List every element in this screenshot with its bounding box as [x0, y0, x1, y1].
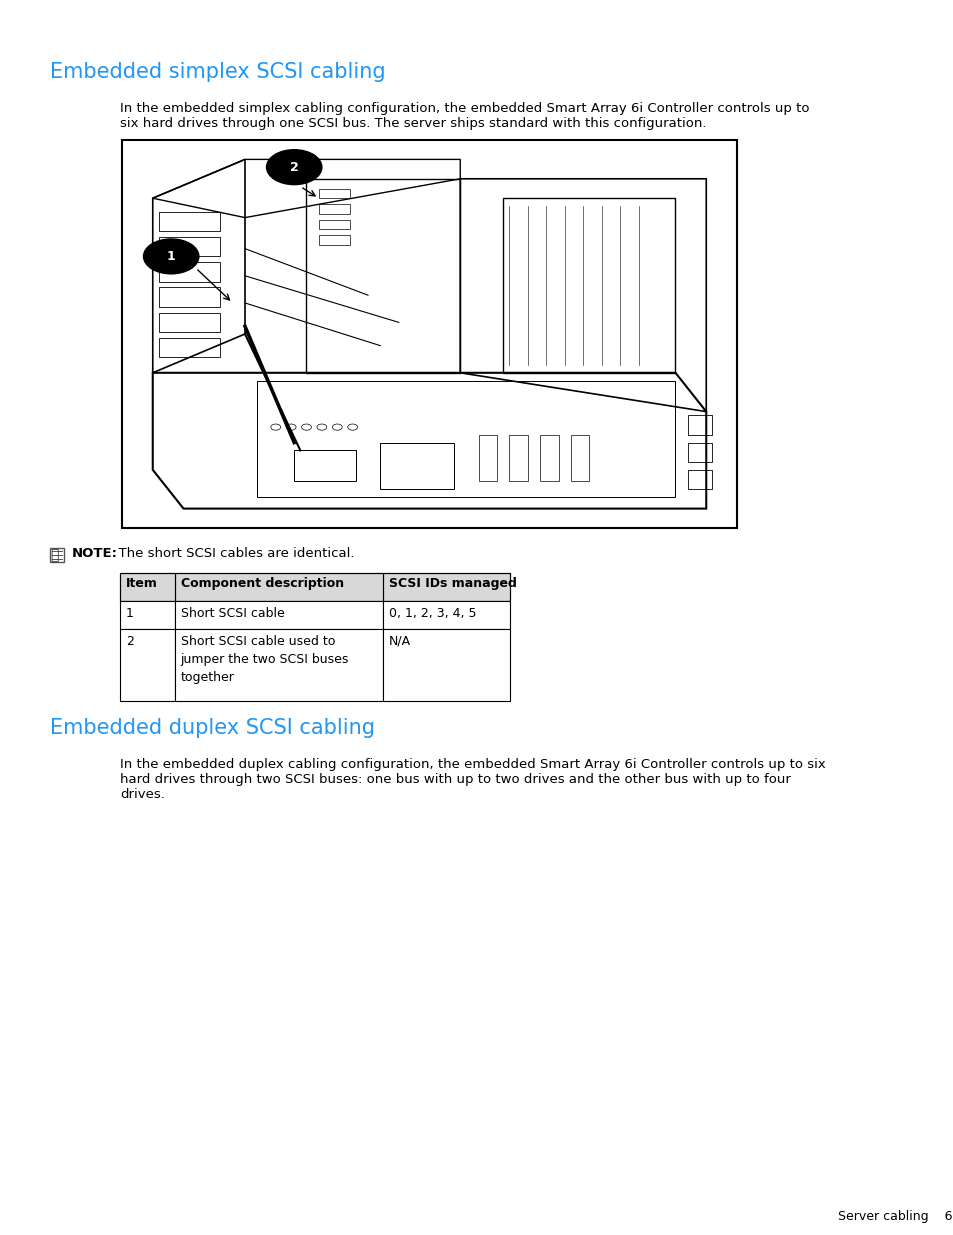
- Bar: [159, 262, 220, 282]
- Bar: [570, 435, 589, 482]
- Circle shape: [143, 238, 198, 274]
- Text: hard drives through two SCSI buses: one bus with up to two drives and the other : hard drives through two SCSI buses: one …: [120, 773, 790, 785]
- Bar: [318, 220, 349, 230]
- Text: 2: 2: [290, 161, 298, 174]
- Text: SCSI IDs managed: SCSI IDs managed: [388, 577, 516, 590]
- Bar: [257, 380, 675, 496]
- Text: Short SCSI cable used to
jumper the two SCSI buses
together: Short SCSI cable used to jumper the two …: [180, 635, 349, 684]
- Text: 2: 2: [126, 635, 133, 648]
- Text: 0, 1, 2, 3, 4, 5: 0, 1, 2, 3, 4, 5: [388, 606, 476, 620]
- Text: 1: 1: [167, 249, 175, 263]
- Bar: [174, 629, 382, 701]
- Bar: [687, 469, 712, 489]
- Bar: [159, 237, 220, 257]
- Bar: [318, 235, 349, 245]
- Text: Short SCSI cable: Short SCSI cable: [180, 606, 284, 620]
- Bar: [318, 189, 349, 198]
- Text: Server cabling    69: Server cabling 69: [837, 1210, 953, 1223]
- Text: NOTE:: NOTE:: [71, 547, 118, 559]
- Text: N/A: N/A: [388, 635, 411, 648]
- Bar: [503, 198, 675, 373]
- Text: Embedded simplex SCSI cabling: Embedded simplex SCSI cabling: [50, 62, 385, 82]
- Text: Embedded duplex SCSI cabling: Embedded duplex SCSI cabling: [50, 718, 375, 739]
- Circle shape: [266, 149, 321, 184]
- Bar: [120, 629, 174, 701]
- Bar: [120, 601, 174, 629]
- Bar: [687, 442, 712, 462]
- Bar: [318, 204, 349, 214]
- Bar: [174, 573, 382, 601]
- Text: six hard drives through one SCSI bus. The server ships standard with this config: six hard drives through one SCSI bus. Th…: [120, 117, 706, 130]
- Text: In the embedded simplex cabling configuration, the embedded Smart Array 6i Contr: In the embedded simplex cabling configur…: [120, 103, 809, 115]
- Bar: [539, 435, 558, 482]
- Bar: [294, 451, 355, 482]
- Bar: [120, 573, 174, 601]
- Bar: [120, 573, 510, 601]
- Bar: [687, 415, 712, 435]
- Text: drives.: drives.: [120, 788, 165, 802]
- Bar: [159, 338, 220, 357]
- Bar: [122, 140, 737, 529]
- Text: 📝: 📝: [50, 548, 58, 562]
- Bar: [382, 629, 510, 701]
- Bar: [159, 312, 220, 332]
- Bar: [174, 601, 382, 629]
- Text: 1: 1: [126, 606, 133, 620]
- Bar: [159, 288, 220, 306]
- Bar: [50, 548, 64, 562]
- Text: Item: Item: [126, 577, 157, 590]
- Bar: [382, 573, 510, 601]
- Text: Component description: Component description: [180, 577, 343, 590]
- Bar: [159, 211, 220, 231]
- Bar: [382, 601, 510, 629]
- Text: The short SCSI cables are identical.: The short SCSI cables are identical.: [110, 547, 355, 559]
- Text: In the embedded duplex cabling configuration, the embedded Smart Array 6i Contro: In the embedded duplex cabling configura…: [120, 758, 825, 771]
- Bar: [509, 435, 527, 482]
- Bar: [478, 435, 497, 482]
- Bar: [380, 442, 454, 489]
